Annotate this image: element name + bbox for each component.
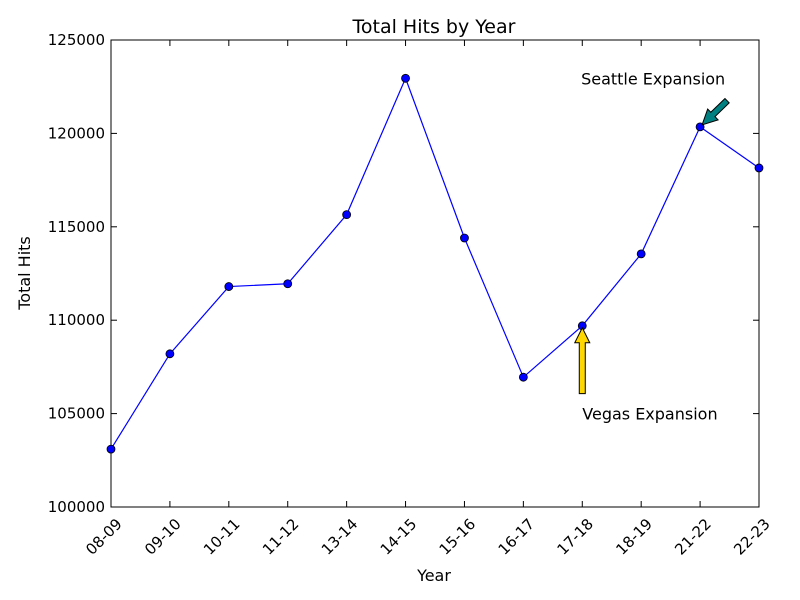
x-tick-label: 13-14 [318,515,362,559]
chart-title: Total Hits by Year [352,16,516,38]
y-tick-label: 125000 [48,31,105,49]
x-axis-label: Year [416,566,451,585]
x-tick-label: 21-22 [671,515,715,559]
y-tick-label: 115000 [48,218,105,236]
data-point[interactable] [518,372,528,382]
data-point[interactable] [165,349,175,359]
y-tick-label: 100000 [48,498,105,516]
data-point[interactable] [106,444,116,454]
axes-frame [110,39,760,508]
y-tick-label: 120000 [48,124,105,142]
x-tick-label: 10-11 [200,515,244,559]
series-line [110,76,760,450]
y-axis-label: Total Hits [15,236,34,311]
x-tick-label: 16-17 [495,515,539,559]
data-point[interactable] [283,279,293,289]
data-point[interactable] [224,282,234,291]
data-point[interactable] [636,249,646,259]
x-tick-label: 14-15 [377,515,421,559]
data-point[interactable] [401,73,410,83]
x-tick-label: 17-18 [553,515,597,559]
vegas-expansion-arrow [573,326,591,395]
seattle-expansion-label: Seattle Expansion [581,70,725,89]
x-tick-label: 18-19 [612,515,656,559]
x-tick-label: 22-23 [730,515,774,559]
x-tick-label: 15-16 [436,515,480,559]
vegas-expansion-label: Vegas Expansion [582,405,717,424]
x-tick-label: 09-10 [141,515,185,559]
seattle-expansion-arrow [701,97,730,126]
y-tick-label: 110000 [48,311,105,329]
y-tick-label: 105000 [48,405,105,423]
x-tick-label: 11-12 [259,515,303,559]
data-point[interactable] [754,163,764,173]
data-point[interactable] [460,233,469,243]
plot-area: 100000 105000 110000 115000 120000 125000 08-0… [48,31,774,559]
data-point[interactable] [342,210,352,220]
x-tick-label: 08-09 [82,515,126,559]
